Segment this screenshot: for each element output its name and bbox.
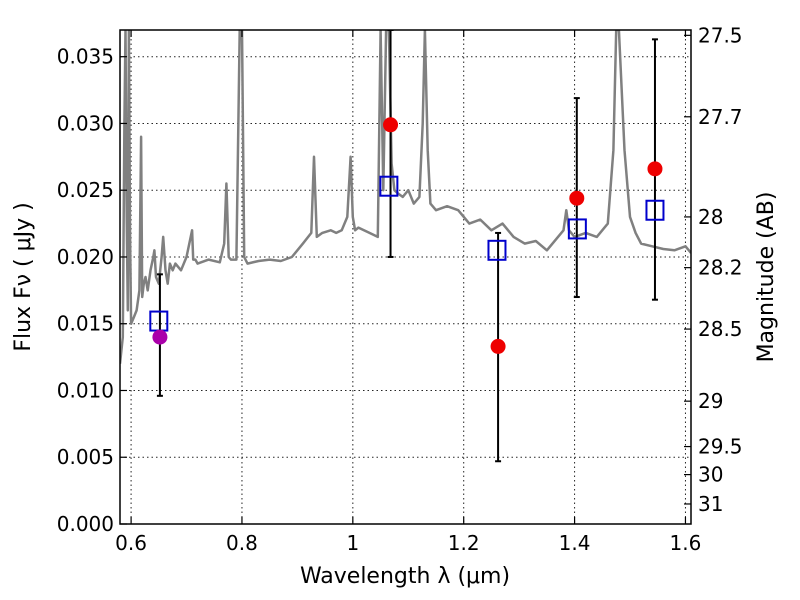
x-tick-label: 1.4 bbox=[559, 531, 591, 555]
y-tick-label: 0.005 bbox=[57, 445, 114, 469]
y-axis-title: Flux Fν ( μJy ) bbox=[11, 202, 36, 351]
y2-tick-label: 30 bbox=[698, 463, 723, 487]
y-tick-label: 0.025 bbox=[57, 178, 114, 202]
data-point bbox=[647, 161, 663, 177]
x-tick-label: 1.2 bbox=[448, 531, 480, 555]
spectrum-line bbox=[120, 30, 691, 364]
y2-tick-label: 28.2 bbox=[698, 256, 743, 280]
model-point bbox=[487, 239, 507, 261]
grid bbox=[120, 30, 691, 524]
y-tick-label: 0.035 bbox=[57, 45, 114, 69]
x-tick-label: 1.6 bbox=[670, 531, 702, 555]
y2-tick-label: 28.5 bbox=[698, 317, 743, 341]
model-point bbox=[379, 175, 399, 197]
plot-area bbox=[120, 30, 691, 463]
data-point bbox=[490, 338, 506, 354]
y-tick-label: 0.010 bbox=[57, 378, 114, 402]
data-point bbox=[569, 190, 585, 206]
x-tick-label: 0.8 bbox=[226, 531, 258, 555]
data-point bbox=[152, 329, 168, 345]
y2-tick-label: 29 bbox=[698, 389, 723, 413]
y2-axis-title: Magnitude (AB) bbox=[754, 192, 779, 363]
y2-tick-label: 27.5 bbox=[698, 23, 743, 47]
y2-tick-label: 31 bbox=[698, 492, 723, 516]
x-tick-label: 1 bbox=[346, 531, 359, 555]
y2-tick-label: 27.7 bbox=[698, 105, 743, 129]
model-point bbox=[645, 199, 665, 221]
x-tick-label: 0.6 bbox=[115, 531, 147, 555]
y-tick-label: 0.020 bbox=[57, 245, 114, 269]
y-tick-label: 0.000 bbox=[57, 512, 114, 536]
model-point bbox=[567, 218, 587, 240]
y2-tick-label: 28 bbox=[698, 205, 723, 229]
data-point bbox=[383, 117, 399, 133]
axis-ticks: 0.6 0.8 1 1.2 1.4 1.6 0.000 0.005 0.010 0.015 0.02… bbox=[57, 23, 743, 555]
y-tick-label: 0.015 bbox=[57, 312, 114, 336]
y-tick-label: 0.030 bbox=[57, 111, 114, 135]
x-axis-title: Wavelength λ (μm) bbox=[300, 564, 510, 589]
y2-tick-label: 29.5 bbox=[698, 435, 743, 459]
plot-frame bbox=[119, 29, 692, 525]
